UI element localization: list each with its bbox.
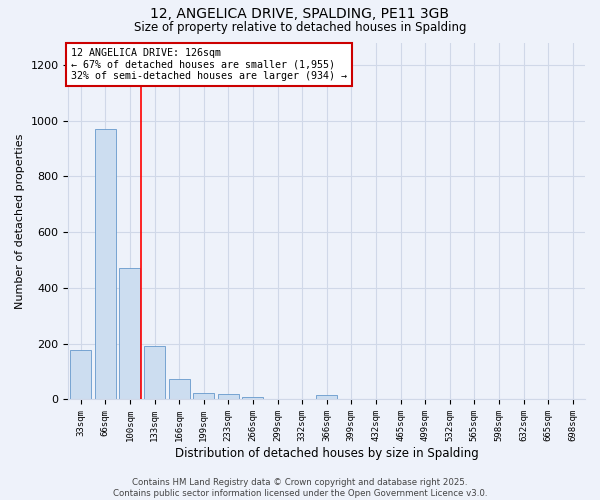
Bar xyxy=(144,346,165,400)
Bar xyxy=(218,394,239,400)
Y-axis label: Number of detached properties: Number of detached properties xyxy=(15,134,25,308)
Bar xyxy=(193,392,214,400)
Text: Size of property relative to detached houses in Spalding: Size of property relative to detached ho… xyxy=(134,21,466,34)
Bar xyxy=(242,396,263,400)
Text: 12, ANGELICA DRIVE, SPALDING, PE11 3GB: 12, ANGELICA DRIVE, SPALDING, PE11 3GB xyxy=(151,8,449,22)
Bar xyxy=(169,378,190,400)
Bar xyxy=(70,350,91,400)
Text: Contains HM Land Registry data © Crown copyright and database right 2025.
Contai: Contains HM Land Registry data © Crown c… xyxy=(113,478,487,498)
X-axis label: Distribution of detached houses by size in Spalding: Distribution of detached houses by size … xyxy=(175,447,479,460)
Bar xyxy=(95,129,116,400)
Bar xyxy=(316,396,337,400)
Bar xyxy=(119,268,140,400)
Text: 12 ANGELICA DRIVE: 126sqm
← 67% of detached houses are smaller (1,955)
32% of se: 12 ANGELICA DRIVE: 126sqm ← 67% of detac… xyxy=(71,48,347,81)
